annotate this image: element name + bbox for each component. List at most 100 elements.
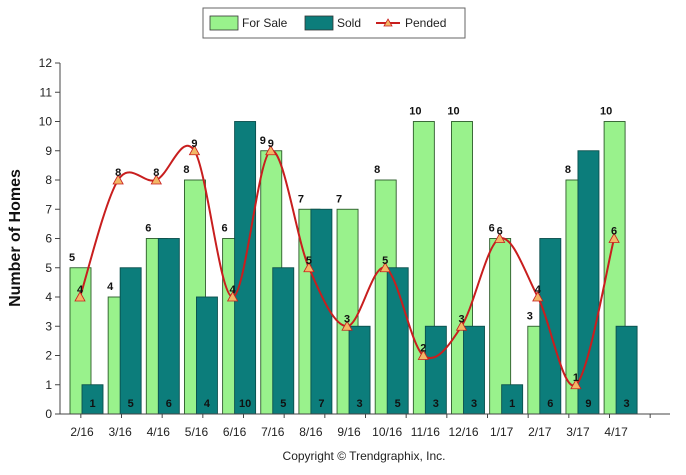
data-label-sold: 3 [471, 398, 477, 410]
y-tick-label: 11 [40, 85, 53, 99]
data-label-for-sale: 9 [260, 135, 266, 147]
data-label-for-sale: 6 [222, 223, 228, 235]
data-label-pended: 2 [420, 343, 426, 355]
data-label-pended: 5 [306, 255, 312, 267]
data-label-sold: 3 [624, 398, 630, 410]
bar-sold [234, 121, 257, 415]
y-tick-label: 5 [45, 261, 52, 275]
x-tick-label: 9/16 [337, 425, 361, 439]
y-tick-label: 8 [45, 173, 52, 187]
x-tick-label: 4/16 [147, 425, 171, 439]
data-label-sold: 1 [89, 398, 95, 410]
y-tick-label: 2 [45, 349, 52, 363]
y-tick-label: 4 [45, 290, 52, 304]
pended-point [455, 320, 468, 331]
bar-sold [310, 208, 333, 415]
legend-label-sold: Sold [337, 16, 361, 30]
data-label-for-sale: 10 [409, 106, 421, 118]
x-tick-label: 6/16 [223, 425, 247, 439]
pended-point [303, 261, 315, 273]
data-label-pended: 4 [230, 284, 237, 296]
data-label-for-sale: 3 [527, 310, 533, 322]
pended-point [493, 232, 506, 243]
data-label-for-sale: 8 [565, 164, 571, 176]
data-label-pended: 1 [573, 372, 579, 384]
x-tick-label: 11/16 [411, 425, 440, 439]
pended-point [112, 174, 124, 185]
data-label-sold: 5 [280, 398, 286, 410]
pended-point [74, 291, 86, 302]
legend-swatch-for-sale [209, 15, 239, 31]
legend-swatch-sold [304, 15, 334, 31]
bar-sold [195, 296, 218, 415]
bar-sold [539, 238, 562, 415]
legend-label-for-sale: For Sale [242, 16, 288, 30]
x-tick-label: 1/17 [490, 425, 514, 439]
data-label-pended: 3 [344, 313, 350, 325]
data-label-for-sale: 10 [600, 106, 612, 118]
pended-point [417, 349, 430, 360]
data-label-sold: 9 [585, 398, 591, 410]
bar-sold [157, 238, 180, 415]
x-tick-label: 3/16 [108, 425, 132, 439]
data-label-pended: 9 [191, 138, 197, 150]
pended-point [226, 291, 239, 302]
x-tick-label: 4/17 [604, 425, 628, 439]
x-tick-label: 2/16 [70, 425, 94, 439]
y-axis-label: Number of Homes [7, 169, 24, 307]
x-tick-label: 7/16 [261, 425, 285, 439]
x-tick-label: 8/16 [299, 425, 323, 439]
data-label-for-sale: 7 [298, 193, 304, 205]
y-tick-label: 9 [45, 144, 52, 158]
data-label-sold: 5 [395, 398, 401, 410]
data-label-sold: 3 [356, 398, 362, 410]
y-tick-label: 10 [39, 115, 53, 129]
pended-point [341, 320, 353, 331]
data-label-pended: 6 [611, 226, 617, 238]
bars [69, 121, 638, 415]
data-label-sold: 4 [204, 398, 211, 410]
y-tick-label: 3 [45, 319, 52, 333]
data-label-sold: 7 [318, 398, 324, 410]
pended-point [608, 232, 620, 243]
data-label-pended: 4 [535, 284, 542, 296]
data-label-sold: 5 [128, 398, 134, 410]
pended-point [150, 174, 162, 185]
x-axis: 2/16 3/16 4/16 5/16 6/16 7/16 8/16 9/16 10/16 11/… [60, 413, 670, 439]
data-label-for-sale: 8 [183, 164, 189, 176]
data-label-sold: 10 [239, 398, 251, 410]
bar-sold [119, 267, 142, 415]
x-tick-label: 3/17 [566, 425, 590, 439]
data-label-for-sale: 8 [374, 164, 380, 176]
y-tick-label: 12 [39, 56, 53, 70]
x-tick-label: 5/16 [185, 425, 209, 439]
y-tick-label: 0 [45, 407, 52, 421]
data-label-pended: 8 [153, 167, 159, 179]
pended-point [265, 144, 277, 156]
data-label-sold: 6 [166, 398, 172, 410]
x-tick-label: 2/17 [528, 425, 552, 439]
legend-label-pended: Pended [405, 16, 446, 30]
data-label-sold: 6 [547, 398, 553, 410]
data-label-pended: 9 [268, 138, 274, 150]
y-tick-label: 1 [45, 378, 52, 392]
pended-line [79, 144, 616, 387]
data-label-pended: 5 [382, 255, 388, 267]
pended-point [532, 291, 544, 302]
x-tick-label: 10/16 [372, 425, 402, 439]
data-label-pended: 6 [497, 226, 503, 238]
data-label-for-sale: 5 [69, 252, 75, 264]
bar-sold [272, 267, 295, 415]
data-label-pended: 8 [115, 167, 121, 179]
pended-line-layer [74, 144, 620, 390]
data-label-pended: 3 [458, 313, 464, 325]
data-label-sold: 3 [433, 398, 439, 410]
data-label-for-sale: 4 [107, 281, 114, 293]
pended-point [188, 144, 201, 156]
pended-point [379, 261, 391, 273]
x-tick-label: 12/16 [448, 425, 478, 439]
data-label-for-sale: 6 [145, 223, 151, 235]
